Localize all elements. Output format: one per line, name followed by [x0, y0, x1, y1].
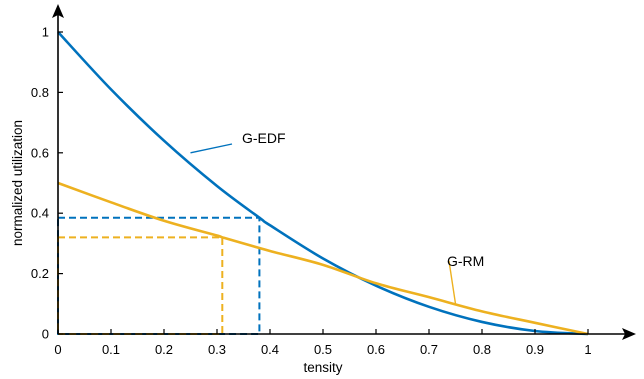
x-tick-label: 1: [584, 342, 591, 357]
y-tick-label: 0.2: [31, 266, 49, 281]
y-axis-arrow: [52, 4, 64, 18]
x-tick-label: 0.4: [261, 342, 279, 357]
reference-box-g-edf: [57, 216, 261, 335]
ticks: 0 0.1 0.2 0.3 0.4 0.5 0.6 0.7 0.8 0.9 1 0 0.2 0.4 0.6 0…: [31, 25, 592, 358]
series-lines: [57, 31, 589, 336]
x-tick-label: 0.5: [314, 342, 332, 357]
y-tick-label: 0: [42, 327, 49, 342]
y-tick-label: 1: [42, 25, 49, 40]
series-line-g-rm: [57, 181, 589, 336]
x-axis-arrow: [622, 328, 636, 340]
annotations: G-EDF G-RM: [190, 130, 484, 304]
series-line-g-edf: [57, 31, 589, 336]
y-tick-label: 0.6: [31, 145, 49, 160]
x-tick-label: 0.8: [473, 342, 491, 357]
x-tick-label: 0.9: [526, 342, 544, 357]
x-tick-label: 0.7: [420, 342, 438, 357]
annotation-pointer-g-rm: [448, 260, 457, 304]
reference-box-g-rm: [57, 236, 224, 335]
y-axis-label: normalized utilization: [10, 120, 25, 246]
annotation-pointer-g-edf: [190, 143, 233, 154]
annotation-label-g-rm: G-RM: [447, 253, 484, 269]
x-tick-label: 0.2: [155, 342, 173, 357]
x-axis-label: tensity: [303, 360, 342, 375]
y-tick-label: 0.4: [31, 206, 49, 221]
annotation-label-g-edf: G-EDF: [242, 130, 286, 146]
x-tick-label: 0: [54, 342, 61, 357]
axes: [52, 4, 636, 340]
x-tick-label: 0.6: [367, 342, 385, 357]
x-tick-label: 0.3: [208, 342, 226, 357]
x-tick-label: 0.1: [102, 342, 120, 357]
reference-lines: [57, 216, 261, 335]
y-tick-label: 0.8: [31, 85, 49, 100]
